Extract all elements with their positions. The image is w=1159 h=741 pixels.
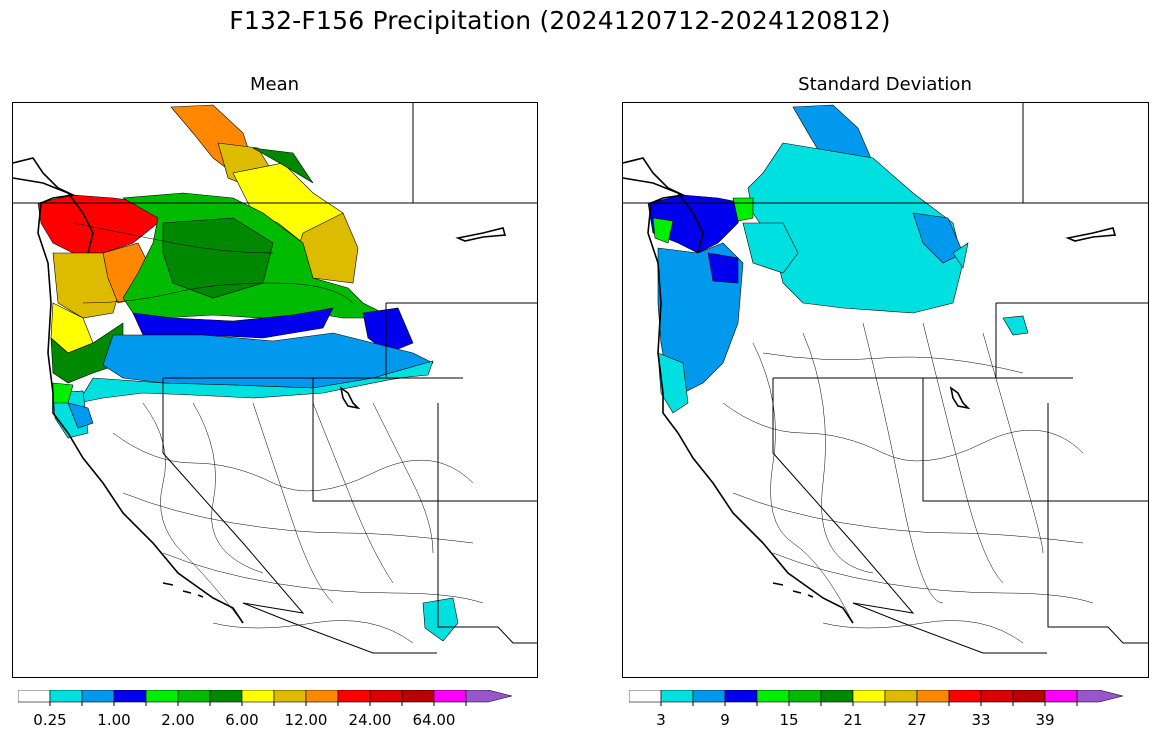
colorbar-tick-label: 33 [971, 711, 991, 729]
colorbar-tick-label: 27 [907, 711, 927, 729]
channel-islands [162, 582, 204, 598]
colorbar-segment [273, 690, 307, 703]
region-darkblue-or [707, 252, 739, 284]
great-salt-lake [339, 386, 361, 410]
puget-sound [623, 177, 704, 254]
region-green-inland [732, 197, 754, 222]
lake-winnipeg-like [455, 227, 507, 242]
colorbar-segment [629, 690, 662, 703]
region-green-north [252, 147, 314, 184]
colorbar-tick-label: 21 [843, 711, 863, 729]
mean-precipitation-map [12, 102, 538, 678]
colorbar-tick-label: 9 [720, 711, 730, 729]
figure-title: F132-F156 Precipitation (2024120712-2024… [229, 6, 891, 35]
colorbar-segment [177, 690, 211, 703]
stddev-precipitation-map [622, 102, 1149, 678]
colorbar-segment [980, 690, 1014, 703]
colorbar-segment [692, 690, 726, 703]
colorbar-segment [209, 690, 243, 703]
colorbar-segment [433, 690, 467, 703]
puget-sound [13, 177, 94, 254]
colorbar-segment [1076, 690, 1124, 703]
colorbar-segment [1012, 690, 1046, 703]
region-red-coast [37, 194, 159, 254]
state-borders [13, 103, 537, 654]
colorbar-segment [1044, 690, 1078, 703]
region-lightblue-nca [67, 402, 94, 429]
region-green-coast [652, 217, 674, 244]
colorbar-segment [948, 690, 982, 703]
colorbar-segment [145, 690, 179, 703]
lake-winnipeg-like [1065, 227, 1117, 242]
colorbar-segment [401, 690, 435, 703]
region-lightblue-east [912, 212, 964, 264]
mean-panel-title: Mean [249, 74, 300, 95]
colorbar-tick-label: 64.00 [412, 711, 456, 729]
colorbar-tick-label: 2.00 [161, 711, 195, 729]
colorbar-tick-label: 24.00 [348, 711, 392, 729]
mean-colorbar [18, 690, 513, 706]
colorbar-tick-label: 12.00 [284, 711, 328, 729]
colorbar-tick-label: 3 [656, 711, 666, 729]
colorbar-segment [756, 690, 790, 703]
colorbar-segment [820, 690, 854, 703]
colorbar-segment [241, 690, 275, 703]
colorbar-segment [81, 690, 115, 703]
colorbar-segment [788, 690, 822, 703]
colorbar-tick-label: 1.00 [97, 711, 131, 729]
region-cyan-az [422, 597, 459, 642]
colorbar-segment [369, 690, 403, 703]
colorbar-tick-label: 0.25 [33, 711, 67, 729]
stddev-colorbar [629, 690, 1124, 706]
region-darkgreen-interior [162, 217, 274, 299]
stddev-panel-title: Standard Deviation [798, 74, 972, 95]
colorbar-segment [660, 690, 694, 703]
colorbar-segment [916, 690, 950, 703]
colorbar-segment [18, 690, 51, 703]
colorbar-tick-label: 6.00 [225, 711, 259, 729]
colorbar-segment [884, 690, 918, 703]
region-cyan-sw [657, 352, 689, 414]
colorbar-segment [465, 690, 513, 703]
region-blue-east [362, 307, 414, 354]
region-cyan-id [1002, 315, 1029, 336]
region-cyan-mid [742, 222, 799, 274]
colorbar-segment [305, 690, 339, 703]
region-cyan-ne [952, 242, 969, 269]
channel-islands [772, 582, 814, 598]
colorbar-tick-label: 15 [779, 711, 799, 729]
basin-outlines [722, 322, 1094, 644]
colorbar-tick-label: 39 [1035, 711, 1055, 729]
colorbar-segment [724, 690, 758, 703]
colorbar-segment [337, 690, 371, 703]
colorbar-segment [113, 690, 147, 703]
colorbar-segment [852, 690, 886, 703]
great-salt-lake [949, 386, 971, 410]
state-borders [623, 103, 1148, 654]
colorbar-segment [49, 690, 83, 703]
